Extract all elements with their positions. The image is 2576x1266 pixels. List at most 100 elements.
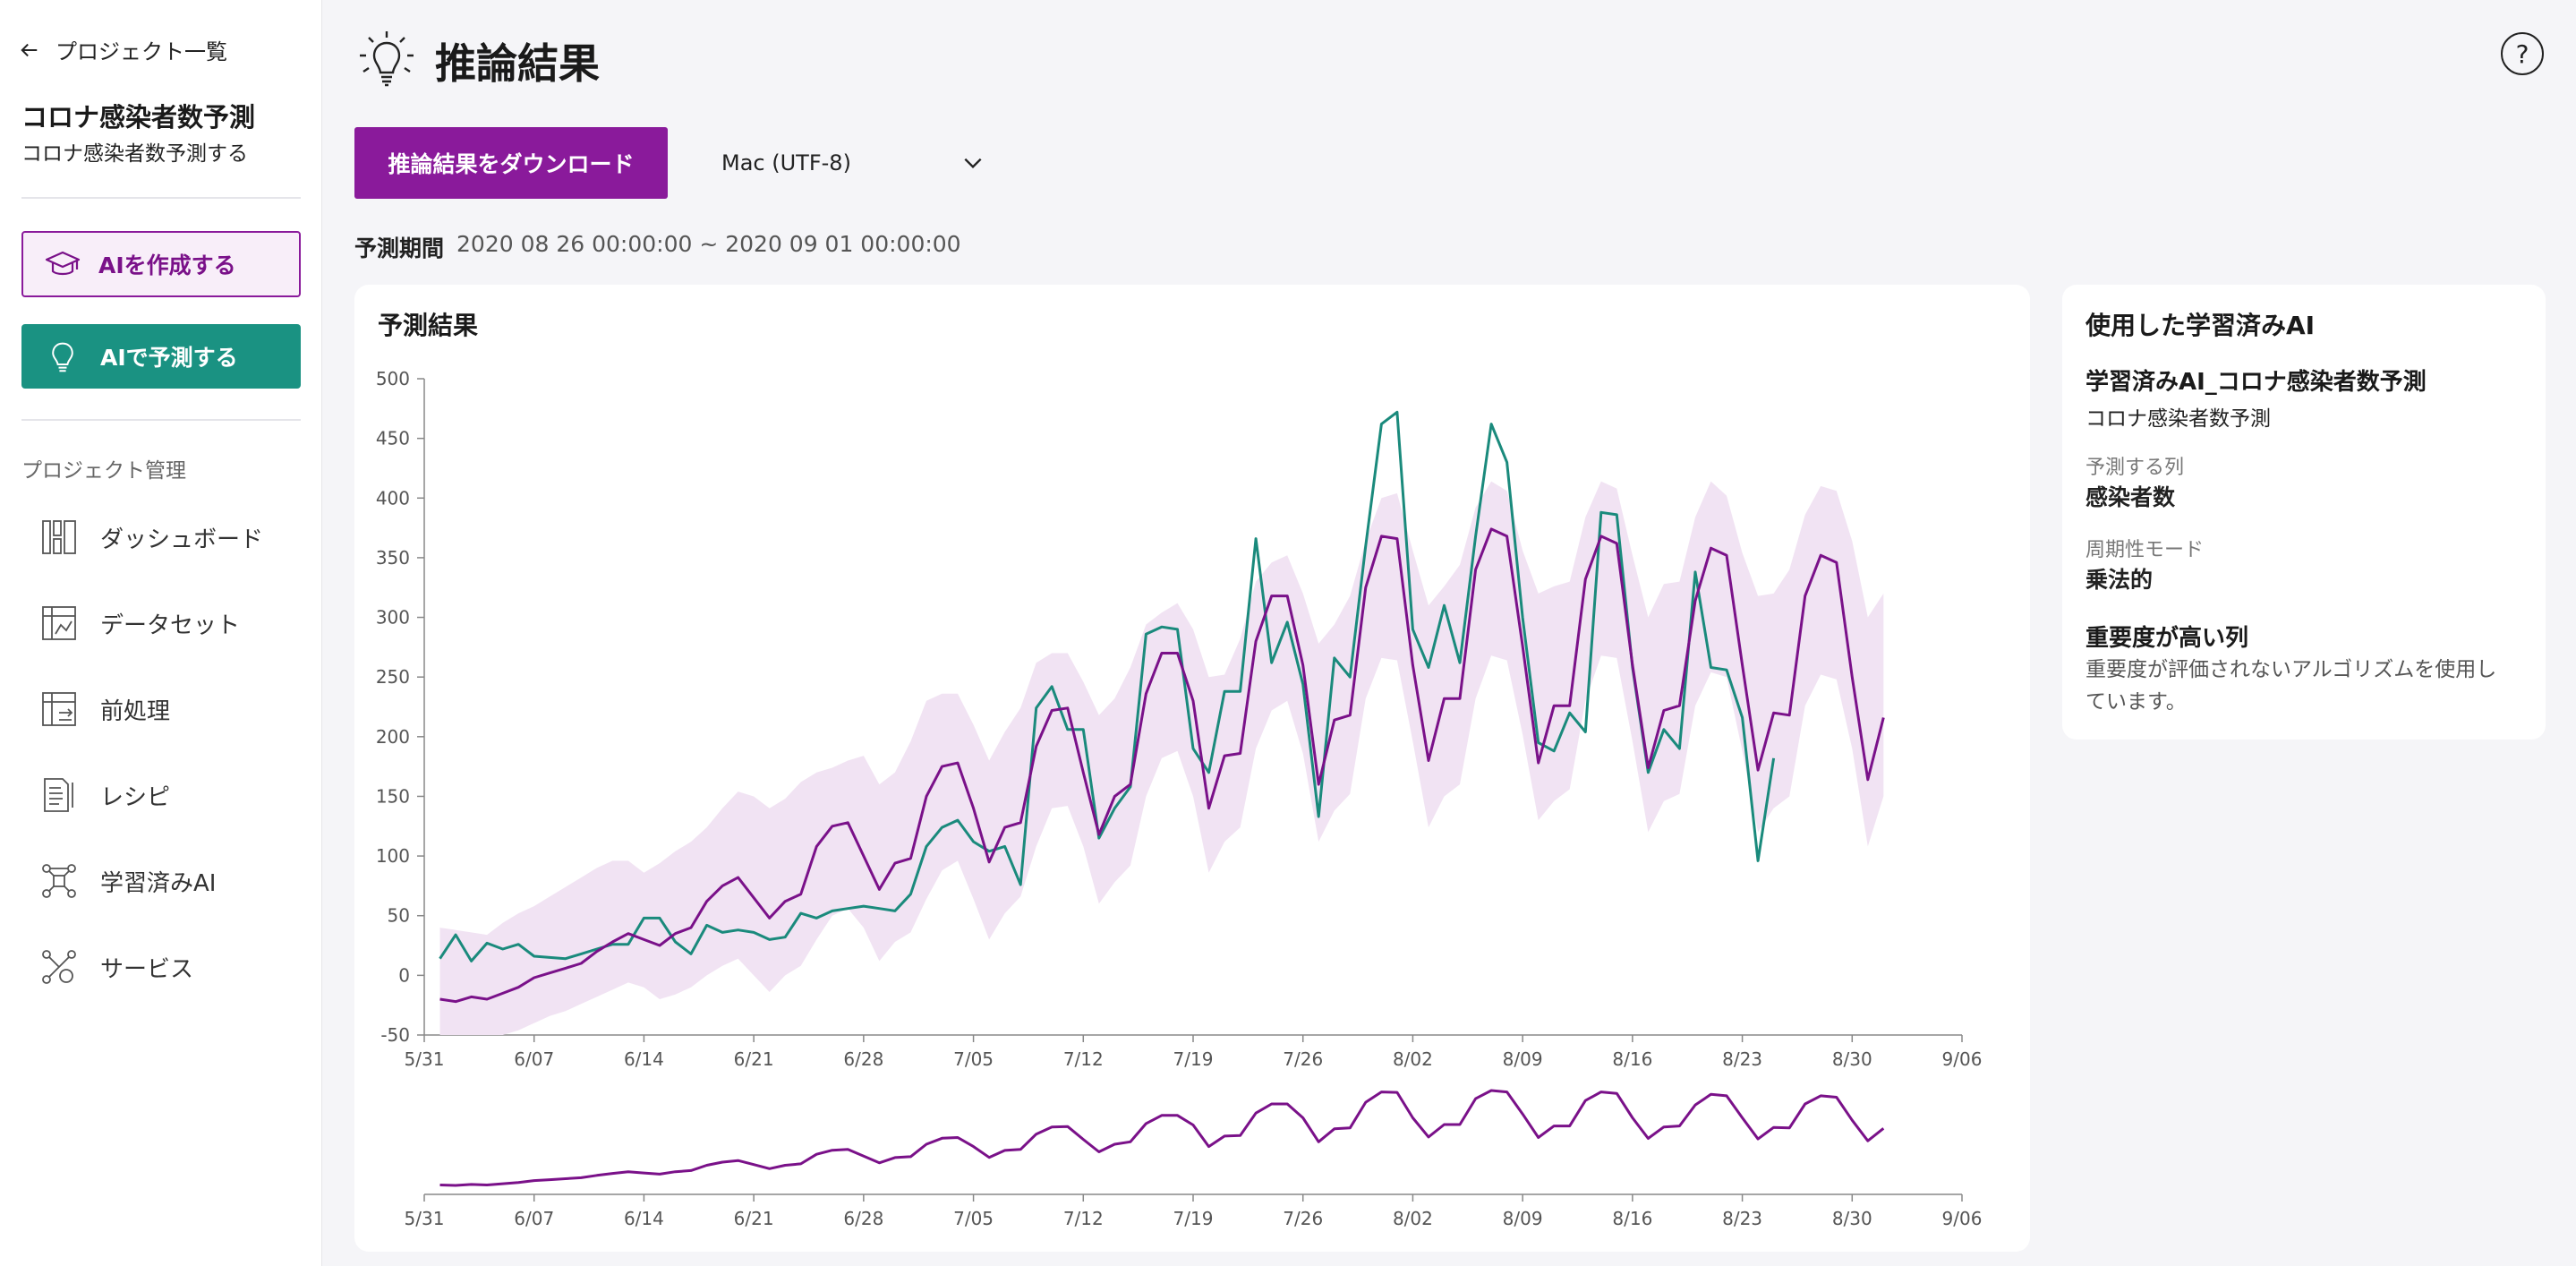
- project-title: コロナ感染者数予測: [21, 102, 256, 133]
- download-results-button[interactable]: 推論結果をダウンロード: [354, 127, 668, 199]
- y-tick-label: 450: [376, 428, 410, 449]
- period-label: 予測期間: [354, 235, 445, 261]
- section-label: プロジェクト管理: [21, 459, 186, 483]
- sidebar-item-label: 前処理: [100, 697, 171, 725]
- x-tick-label: 7/19: [1173, 1048, 1214, 1070]
- importance-title: 重要度が高い列: [2086, 625, 2249, 652]
- sidebar-divider: [21, 197, 301, 199]
- create-ai-label: AIを作成する: [98, 252, 236, 278]
- prediction-series-line: [439, 527, 1885, 1004]
- overview-x-tick-label: 8/30: [1832, 1208, 1872, 1229]
- x-tick-label: 8/23: [1722, 1048, 1762, 1070]
- x-tick-label: 8/16: [1612, 1048, 1652, 1070]
- sidebar-item-label: ダッシュボード: [100, 526, 264, 553]
- y-tick-label: 300: [376, 607, 410, 629]
- mode-value: 乗法的: [2086, 567, 2154, 593]
- sidebar-item-dashboard[interactable]: ダッシュボード: [39, 518, 263, 557]
- page-title: 推論結果: [435, 39, 600, 88]
- y-tick-label: 500: [376, 368, 410, 389]
- ai-project: コロナ感染者数予測: [2086, 407, 2271, 431]
- trained-ai-info-card: 使用した学習済みAI 学習済みAI_コロナ感染者数予測 コロナ感染者数予測 予測…: [2062, 285, 2546, 740]
- prediction-chart[interactable]: -50 0 50 100 150 200 250 300 350 400 450 500 5/31 6/0…: [354, 285, 2030, 1252]
- sidebar-item-service[interactable]: サービス: [39, 947, 193, 987]
- y-tick-label: 50: [388, 905, 410, 927]
- overview-x-tick-label: 7/19: [1173, 1208, 1214, 1229]
- encoding-select[interactable]: Mac (UTF-8): [707, 127, 985, 199]
- actual-series-line: [439, 410, 1776, 962]
- sidebar-item-label: サービス: [100, 955, 194, 983]
- target-value: 感染者数: [2086, 484, 2176, 510]
- create-ai-button[interactable]: AIを作成する: [21, 231, 301, 297]
- overview-x-tick-label: 6/28: [843, 1208, 883, 1229]
- overview-x-tick-label: 6/14: [624, 1208, 664, 1229]
- x-tick-label: 8/30: [1832, 1048, 1872, 1070]
- graduation-cap-icon: [45, 251, 81, 276]
- encoding-value: Mac (UTF-8): [721, 150, 851, 175]
- y-tick-label: 250: [376, 666, 410, 688]
- trained-ai-icon: [42, 864, 76, 898]
- x-tick-label: 6/14: [624, 1048, 664, 1070]
- predict-ai-label: AIで予測する: [100, 345, 238, 371]
- page-header: 推論結果: [354, 29, 600, 93]
- period-value: 2020 08 26 00:00:00 ~ 2020 09 01 00:00:0…: [456, 231, 961, 257]
- sidebar-item-dataset[interactable]: データセット: [39, 603, 240, 643]
- overview-x-tick-label: 8/02: [1393, 1208, 1433, 1229]
- y-tick-label: 150: [376, 785, 410, 807]
- overview-x-tick-label: 7/05: [953, 1208, 994, 1229]
- sidebar-item-trained-ai[interactable]: 学習済みAI: [39, 861, 216, 901]
- y-tick-label: 100: [376, 845, 410, 867]
- overview-x-tick-label: 7/12: [1063, 1208, 1104, 1229]
- sidebar-item-label: 学習済みAI: [100, 869, 217, 897]
- sidebar-item-label: レシピ: [100, 783, 171, 811]
- x-tick-label: 6/28: [843, 1048, 883, 1070]
- y-tick-label: 200: [376, 726, 410, 748]
- sidebar: プロジェクト一覧 コロナ感染者数予測 コロナ感染者数予測する AIを作成する A…: [0, 0, 322, 1266]
- y-tick-label: -50: [380, 1024, 410, 1046]
- info-title: 使用した学習済みAI: [2086, 311, 2316, 340]
- x-tick-label: 6/21: [734, 1048, 774, 1070]
- preprocess-icon: [42, 692, 76, 726]
- back-link-label: プロジェクト一覧: [55, 39, 227, 64]
- chart-title: 予測結果: [378, 311, 479, 340]
- x-tick-label: 5/31: [405, 1048, 445, 1070]
- service-icon: [42, 950, 76, 984]
- y-tick-label: 350: [376, 547, 410, 569]
- mode-label: 周期性モード: [2086, 539, 2205, 561]
- y-tick-label: 0: [398, 964, 410, 986]
- prediction-chart-card: 予測結果 -50 0 50 100 150 200 250 300 350 400 450 500 5/…: [354, 285, 2030, 1252]
- sidebar-item-preprocess[interactable]: 前処理: [39, 689, 170, 729]
- overview-x-tick-label: 6/21: [734, 1208, 774, 1229]
- back-to-projects-link[interactable]: プロジェクト一覧: [20, 34, 227, 65]
- y-tick-label: 400: [376, 487, 410, 509]
- chevron-down-icon: [964, 158, 982, 169]
- overview-x-tick-label: 9/06: [1942, 1208, 1983, 1229]
- importance-text: 重要度が評価されないアルゴリズムを使用しています。: [2086, 658, 2497, 714]
- x-tick-label: 6/07: [514, 1048, 554, 1070]
- x-tick-label: 7/05: [953, 1048, 994, 1070]
- x-tick-label: 8/02: [1393, 1048, 1433, 1070]
- x-tick-label: 7/12: [1063, 1048, 1104, 1070]
- overview-x-tick-label: 8/09: [1503, 1208, 1543, 1229]
- overview-x-tick-label: 6/07: [514, 1208, 554, 1229]
- overview-prediction-line: [439, 1089, 1885, 1187]
- x-tick-label: 8/09: [1503, 1048, 1543, 1070]
- predict-ai-button[interactable]: AIで予測する: [21, 324, 301, 389]
- lightbulb-icon: [52, 342, 73, 372]
- overview-x-tick-label: 5/31: [405, 1208, 445, 1229]
- help-icon[interactable]: ?: [2501, 32, 2544, 75]
- x-tick-label: 7/26: [1283, 1048, 1323, 1070]
- lightbulb-icon: [360, 31, 414, 87]
- sidebar-divider: [21, 419, 301, 421]
- dashboard-icon: [42, 520, 76, 554]
- overview-x-tick-label: 7/26: [1283, 1208, 1323, 1229]
- prediction-period: 予測期間 2020 08 26 00:00:00 ~ 2020 09 01 00…: [354, 231, 961, 263]
- dataset-icon: [42, 606, 76, 640]
- target-label: 予測する列: [2086, 457, 2185, 479]
- recipe-icon: [44, 778, 73, 812]
- overview-x-tick-label: 8/16: [1612, 1208, 1652, 1229]
- sidebar-item-recipe[interactable]: レシピ: [39, 775, 170, 815]
- ai-name: 学習済みAI_コロナ感染者数予測: [2086, 369, 2427, 396]
- overview-x-tick-label: 8/23: [1722, 1208, 1762, 1229]
- sidebar-item-label: データセット: [100, 612, 241, 639]
- arrow-left-icon: [21, 43, 38, 56]
